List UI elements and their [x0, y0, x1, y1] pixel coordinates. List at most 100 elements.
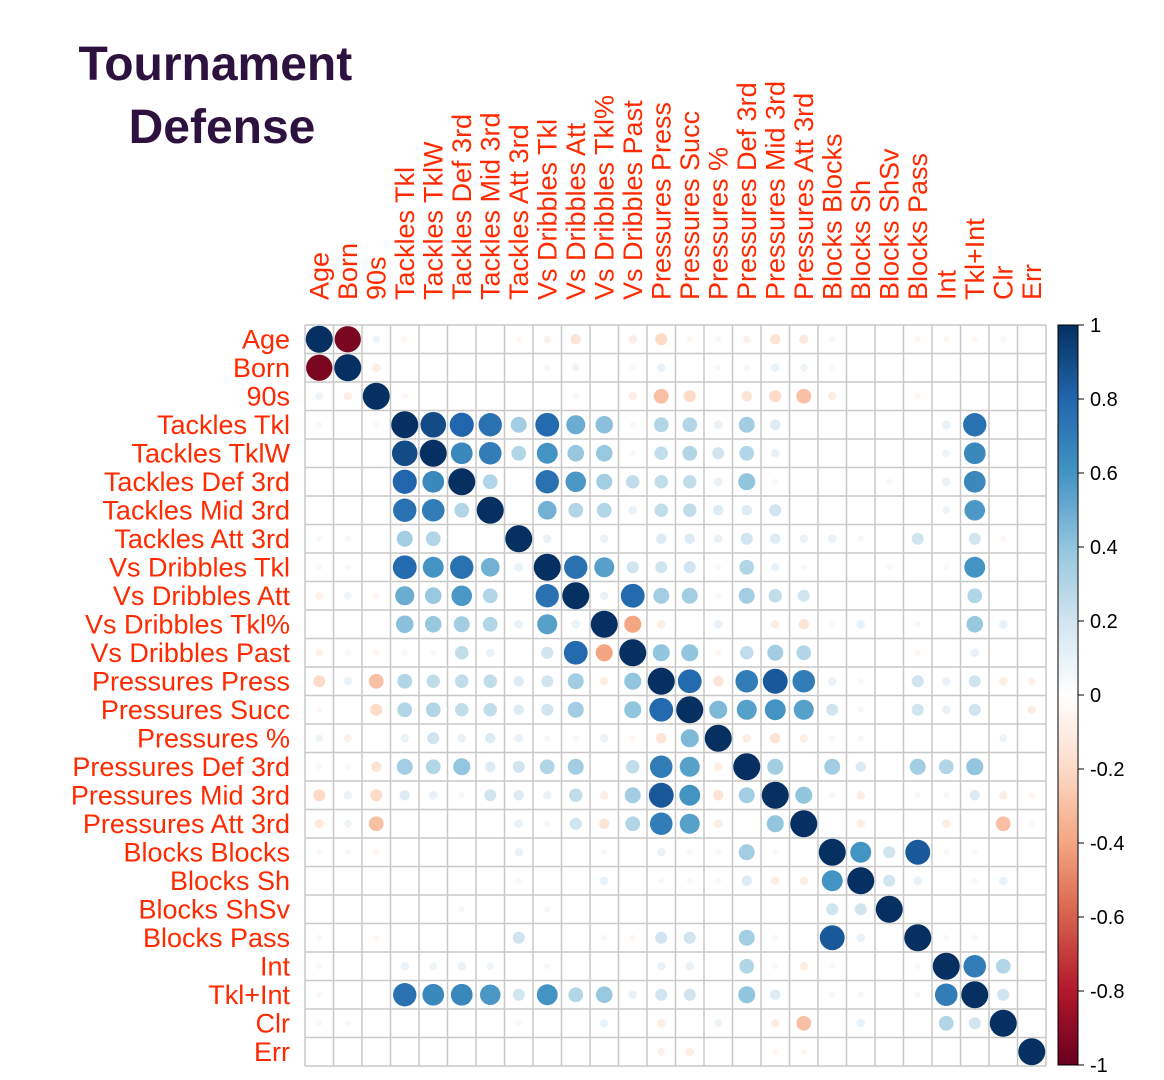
corr-circle [392, 555, 417, 580]
corr-circle [997, 988, 1010, 1001]
row-label: Vs Dribbles Att [113, 581, 291, 611]
corr-circle [542, 534, 552, 544]
corr-circle [964, 556, 986, 578]
corr-circle [683, 561, 696, 574]
corr-circle [827, 676, 837, 686]
corr-circle [315, 648, 324, 657]
corr-circle [854, 903, 867, 916]
corr-circle [943, 336, 950, 343]
corr-circle [537, 614, 558, 635]
corr-circle [829, 336, 836, 343]
colorbar-tick-label: 0 [1090, 685, 1101, 707]
corr-circle [344, 1020, 351, 1027]
corr-circle [934, 983, 958, 1007]
corr-circle [681, 644, 699, 662]
row-label: Vs Dribbles Past [90, 638, 290, 668]
corr-circle [963, 442, 986, 465]
corr-circle [485, 761, 496, 772]
colorbar-tick-label: 0.8 [1090, 389, 1118, 411]
corr-circle [567, 444, 585, 462]
corr-circle [886, 478, 893, 485]
corr-circle [396, 615, 414, 633]
row-label: Pressures Press [92, 666, 290, 696]
corr-circle [315, 591, 324, 600]
corr-circle [629, 421, 636, 428]
column-label: Tackles Def 3rd [447, 114, 477, 300]
corr-circle [368, 673, 384, 689]
corr-circle [629, 364, 636, 371]
corr-circle [829, 792, 836, 799]
corr-circle [391, 411, 419, 439]
corr-circle [857, 706, 864, 713]
column-label: Tackles TklW [418, 141, 448, 300]
corr-circle [544, 364, 551, 371]
corr-circle [914, 963, 921, 970]
corr-circle [682, 445, 698, 461]
corr-circle [1027, 705, 1037, 715]
corr-circle [422, 556, 444, 578]
corr-circle [709, 700, 728, 719]
corr-circle [682, 417, 698, 433]
corr-circle [683, 503, 697, 517]
corr-circle [544, 906, 551, 913]
corr-circle [713, 676, 724, 687]
corr-circle [535, 470, 559, 494]
corr-circle [427, 732, 440, 745]
corr-circle [655, 561, 668, 574]
row-label: Tackles TklW [131, 438, 290, 468]
corr-circle [653, 587, 670, 604]
corr-circle [964, 499, 986, 521]
corr-circle [619, 639, 647, 667]
corr-circle [344, 649, 351, 656]
corr-circle [768, 589, 782, 603]
corr-circle [343, 819, 352, 828]
corr-circle [905, 839, 931, 865]
corr-circle [399, 790, 410, 801]
corr-circle [821, 870, 843, 892]
corr-circle [400, 961, 410, 971]
row-label: Vs Dribbles Tkl% [85, 609, 290, 639]
corr-circle [450, 555, 474, 579]
corr-circle [770, 562, 780, 572]
corr-circle [448, 468, 476, 496]
corr-circle [392, 469, 417, 494]
corr-circle [400, 733, 410, 743]
corr-circle [998, 619, 1008, 629]
corr-circle [770, 619, 780, 629]
column-label: Blocks ShSv [874, 148, 904, 300]
corr-circle [343, 391, 353, 401]
corr-circle [624, 615, 642, 633]
corr-circle [772, 934, 779, 941]
corr-circle [595, 644, 613, 662]
corr-circle [738, 986, 756, 1004]
column-label: Tackles Mid 3rd [475, 112, 505, 300]
row-label: Pressures Succ [101, 695, 290, 725]
corr-circle [393, 498, 417, 522]
corr-circle [373, 592, 380, 599]
row-label: Age [242, 324, 290, 354]
corr-circle [733, 753, 761, 781]
corr-circle [857, 678, 864, 685]
column-label: Int [931, 269, 961, 300]
corr-circle [316, 849, 323, 856]
corr-circle [764, 699, 786, 721]
corr-circle [942, 449, 951, 458]
corr-circle [419, 439, 447, 467]
corr-circle [658, 877, 665, 884]
corr-circle [449, 412, 474, 437]
corr-circle [599, 591, 609, 601]
corr-circle [676, 696, 704, 724]
corr-circle [572, 393, 579, 400]
corr-circle [542, 790, 552, 800]
corr-circle [424, 587, 442, 605]
corr-circle [513, 704, 524, 715]
corr-circle [601, 849, 608, 856]
corr-circle [738, 416, 755, 433]
corr-circle [541, 675, 554, 688]
correlation-circles [305, 325, 1046, 1066]
column-label: Vs Dribbles Tkl [532, 119, 562, 300]
corr-circle [989, 1009, 1017, 1037]
corr-circle [457, 733, 467, 743]
corr-circle [738, 929, 755, 946]
